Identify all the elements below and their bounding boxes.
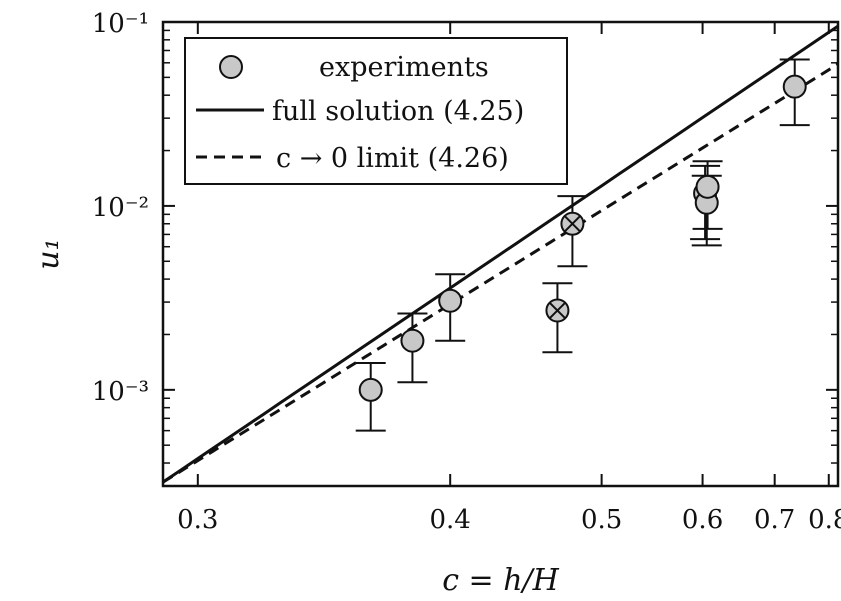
experiment-point [400, 328, 425, 353]
c-limit-line [163, 62, 838, 484]
legend-label-experiments: experiments [319, 52, 489, 83]
legend: experiments full solution (4.25) c → 0 l… [184, 37, 568, 185]
full-solution-line [163, 24, 838, 484]
plot-frame [161, 20, 840, 488]
x-tick-label: 0.5 [581, 505, 622, 535]
legend-label-c-limit: c → 0 limit (4.26) [276, 143, 509, 174]
legend-label-full-solution: full solution (4.25) [272, 96, 524, 127]
y-tick-label: 10⁻² [92, 193, 149, 223]
x-tick-label: 0.3 [177, 505, 218, 535]
x-tick-label: 0.7 [754, 505, 795, 535]
series-lines [163, 24, 838, 484]
x-tick-label: 0.8 [808, 505, 841, 535]
experiment-points [358, 74, 807, 402]
y-tick-label: 10⁻³ [92, 377, 149, 407]
experiment-point [695, 174, 720, 199]
x-axis-label: c = h/H [442, 563, 559, 598]
y-axis-label: u₁ [31, 238, 66, 269]
experiment-point [438, 288, 463, 313]
legend-marker-experiments [219, 55, 243, 79]
point-cross-mark [548, 301, 566, 320]
experiment-point [782, 74, 807, 99]
axis-ticks: 0.3 0.4 0.5 0.6 0.7 0.8 10⁻³ 10⁻² 10⁻¹ [92, 9, 841, 535]
y-tick-label: 10⁻¹ [92, 9, 149, 39]
x-tick-label: 0.6 [682, 505, 723, 535]
point-cross-mark [563, 215, 581, 233]
experiment-point [358, 377, 383, 402]
x-tick-label: 0.4 [430, 505, 471, 535]
